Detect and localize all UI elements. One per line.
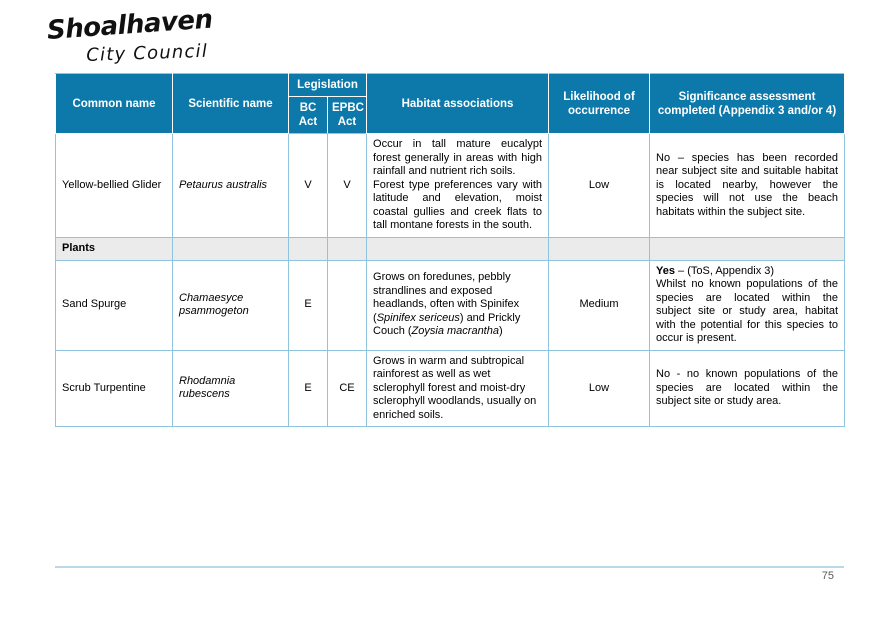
cell-empty — [288, 236, 328, 261]
cell-empty — [649, 236, 846, 261]
habitat-species-italic: Zoysia macrantha — [411, 325, 499, 338]
cell-likelihood: Low — [548, 133, 651, 238]
habitat-text-mid: ) and Prickly Couch ( — [373, 311, 521, 338]
habitat-text-tail: ) — [498, 325, 503, 338]
significance-verdict: Yes – (ToS, Appendix 3) — [656, 265, 838, 279]
cell-habitat: Grows on foredunes, pebbly strandlines a… — [366, 259, 550, 351]
habitat-paragraph: Forest type preferences vary with latitu… — [373, 178, 543, 232]
significance-body: Whilst no known populations of the speci… — [656, 278, 839, 344]
cell-habitat: Grows in warm and subtropical rainforest… — [366, 349, 550, 427]
cell-scientific-name: Petaurus australis — [172, 133, 289, 238]
habitat-paragraph: Occur in tall mature eucalypt forest gen… — [373, 138, 543, 177]
table-row: Sand Spurge Chamaesyce psammogeton E Gro… — [55, 259, 846, 351]
table-row: Scrub Turpentine Rhodamnia rubescens E C… — [55, 349, 846, 427]
cell-bc-act: V — [288, 133, 328, 238]
header-likelihood-of-occurrence: Likelihood of occurrence — [548, 73, 651, 134]
cell-significance: Yes – (ToS, Appendix 3) Whilst no known … — [649, 259, 846, 351]
habitat-text-lead: Grows on foredunes, pebbly strandlines a… — [373, 271, 520, 324]
shoalhaven-city-council-logo: Shoalhaven City Council — [46, 5, 248, 66]
habitat-paragraph: Grows on foredunes, pebbly strandlines a… — [373, 271, 542, 339]
cell-epbc-act: V — [326, 133, 368, 238]
logo-wordmark: Shoalhaven — [46, 4, 214, 46]
table-row: Yellow-bellied Glider Petaurus australis… — [55, 133, 846, 238]
page-number: 75 — [821, 570, 834, 582]
cell-significance: No – species has been recorded near subj… — [649, 133, 846, 238]
cell-common-name: Sand Spurge — [55, 259, 173, 351]
cell-common-name: Scrub Turpentine — [55, 349, 173, 427]
cell-empty — [172, 236, 289, 261]
cell-scientific-name: Rhodamnia rubescens — [172, 349, 289, 427]
verdict-label: Yes — [656, 264, 675, 277]
cell-common-name: Yellow-bellied Glider — [55, 133, 173, 238]
header-scientific-name: Scientific name — [172, 73, 289, 134]
header-common-name: Common name — [55, 73, 173, 134]
header-significance-assessment: Significance assessment completed (Appen… — [649, 73, 846, 134]
header-habitat-associations: Habitat associations — [366, 73, 550, 134]
header-legislation: Legislation — [287, 73, 368, 97]
header-bc-act: BC Act — [288, 96, 328, 134]
habitat-species-italic: Spinifex sericeus — [376, 311, 460, 324]
cell-epbc-act: CE — [326, 349, 368, 427]
cell-empty — [548, 236, 651, 261]
cell-empty — [326, 236, 368, 261]
cell-epbc-act — [326, 259, 368, 351]
logo-subtitle: City Council — [85, 40, 209, 66]
cell-habitat: Occur in tall mature eucalypt forest gen… — [366, 133, 550, 238]
cell-bc-act: E — [288, 349, 328, 427]
cell-likelihood: Low — [548, 349, 651, 427]
threatened-species-assessment-table: Common name Scientific name Legislation … — [55, 73, 846, 427]
cell-empty — [366, 236, 550, 261]
cell-scientific-name: Chamaesyce psammogeton — [172, 259, 289, 351]
table-body: Yellow-bellied Glider Petaurus australis… — [55, 133, 846, 427]
verdict-reference: – (ToS, Appendix 3) — [674, 264, 775, 277]
table-section-row: Plants — [55, 236, 846, 261]
footer-divider — [55, 566, 844, 568]
cell-likelihood: Medium — [548, 259, 651, 351]
header-epbc-act: EPBC Act — [326, 96, 368, 134]
habitat-paragraph: Grows in warm and subtropical rainforest… — [373, 354, 537, 421]
cell-bc-act: E — [288, 259, 328, 351]
table-header: Common name Scientific name Legislation … — [55, 73, 846, 134]
cell-significance: No - no known populations of the species… — [649, 349, 846, 427]
cell-section-label: Plants — [55, 236, 173, 261]
